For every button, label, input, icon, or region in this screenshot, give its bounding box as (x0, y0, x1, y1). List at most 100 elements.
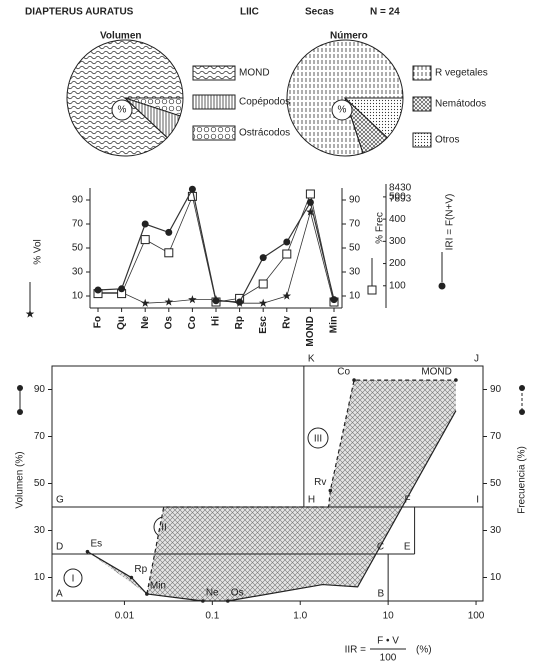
legend-swatch (412, 65, 432, 81)
marker (282, 249, 292, 259)
center-label: % (118, 105, 127, 116)
x-tick-label: 100 (468, 611, 485, 622)
axis-title: IRI = F(N+V) (445, 194, 456, 251)
marker (94, 286, 102, 294)
legend-marker (519, 409, 525, 415)
point-label: Min (150, 581, 166, 592)
legend-label: R vegetales (435, 68, 488, 79)
corner-label: C (377, 542, 384, 553)
marker (141, 220, 149, 228)
y-tick-label: 10 (72, 291, 84, 302)
x-tick-label: MOND (305, 316, 316, 347)
legend-swatch (412, 132, 432, 148)
point-label: Os (231, 588, 244, 599)
legend-marker (438, 282, 446, 290)
y3-tick-label: 400 (389, 214, 406, 225)
corner-label: E (404, 542, 411, 553)
y-tick-label: 70 (72, 219, 84, 230)
marker (306, 198, 314, 206)
x-tick-label: Esc (258, 316, 269, 334)
region-label: II (161, 523, 167, 534)
season: Secas (305, 7, 334, 18)
x-tick-label: Fo (93, 316, 104, 328)
y3-tick-label: 500 (389, 192, 406, 203)
x-tick-label: Os (163, 316, 174, 330)
marker (118, 285, 126, 293)
x-tick-label: 0.1 (205, 611, 219, 622)
marker (236, 298, 244, 306)
legend-marker (367, 285, 377, 295)
shaded-area (87, 380, 456, 601)
marker (164, 248, 174, 258)
point-label: Ne (206, 588, 219, 599)
x-tick-label: Qu (116, 316, 127, 330)
axis-title: % Vol (33, 239, 44, 265)
y3-tick-label: 300 (389, 236, 406, 247)
y2-tick-label: 30 (349, 267, 361, 278)
marker (258, 298, 268, 307)
region-circle (307, 427, 329, 449)
point-label: Co (337, 367, 350, 378)
y-tick-label: 30 (72, 267, 84, 278)
point (85, 549, 90, 554)
y-tick-label: 50 (72, 243, 84, 254)
point (226, 599, 230, 603)
point-label: Es (90, 538, 102, 549)
x-tick-label: Min (329, 316, 340, 333)
marker (188, 295, 197, 304)
y2-tick-label: 70 (349, 219, 361, 230)
point (328, 488, 333, 493)
zone: LIIC (240, 7, 259, 18)
region-label: I (72, 574, 75, 585)
legend-label: Ostrácodos (239, 128, 290, 139)
y2-tick-label: 30 (490, 525, 502, 536)
corner-label: B (377, 589, 384, 600)
species: DIAPTERUS AURATUS (25, 7, 134, 18)
marker (188, 185, 196, 193)
x-axis-title: IIR = (345, 645, 367, 656)
x-tick-label: Co (187, 316, 198, 329)
legend-swatch (192, 94, 236, 110)
legend-swatch (412, 96, 432, 112)
marker (330, 296, 338, 304)
point (201, 599, 205, 603)
marker (258, 279, 268, 289)
y-tick-label: 90 (34, 384, 46, 395)
series-line (146, 379, 456, 595)
marker (306, 207, 315, 216)
y2-tick-label: 10 (349, 291, 361, 302)
corner-label: D (56, 542, 63, 553)
marker (259, 254, 267, 262)
point (129, 575, 134, 580)
x-tick-label: Hi (211, 316, 222, 326)
y2-tick-label: 10 (490, 572, 502, 583)
y2-tick-label: 90 (349, 195, 361, 206)
legend-marker (25, 309, 35, 318)
x-axis-title: 100 (380, 653, 397, 664)
y2-tick-label: 50 (490, 478, 502, 489)
region-label: III (314, 434, 322, 445)
y-tick-label: 10 (34, 572, 46, 583)
series-line (98, 192, 335, 303)
point (352, 378, 356, 382)
series-line (87, 410, 457, 602)
legend-marker (17, 409, 23, 415)
x-tick-label: 1.0 (293, 611, 307, 622)
axis-title: % Frec (375, 212, 386, 244)
center-badge (331, 99, 353, 121)
legend-label: Otros (435, 135, 459, 146)
pie-slice (124, 97, 184, 117)
y-axis-title: Volumen (%) (15, 451, 26, 508)
corner-label: A (56, 589, 63, 600)
sample-size: N = 24 (370, 7, 400, 18)
y2-axis-title: Frecuencia (%) (517, 446, 528, 514)
legend-swatch (192, 125, 236, 141)
y-tick-label: 90 (72, 195, 84, 206)
corner-label: H (308, 495, 315, 506)
x-tick-label: Ne (140, 316, 151, 329)
pie-slice (286, 39, 404, 157)
x-tick-label: Rv (281, 316, 292, 329)
marker (283, 238, 291, 246)
y2-tick-label: 50 (349, 243, 361, 254)
corner-label: F (404, 495, 410, 506)
